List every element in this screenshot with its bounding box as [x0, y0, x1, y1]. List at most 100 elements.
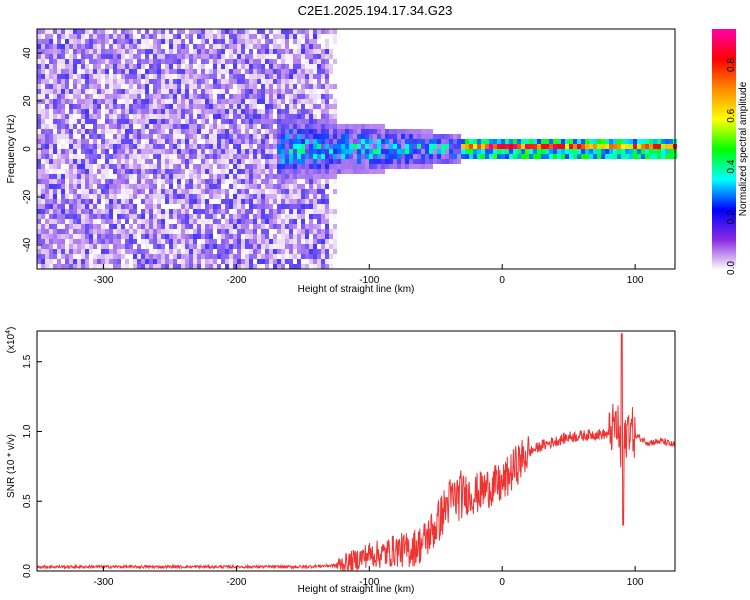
spectrogram-cell [213, 114, 217, 119]
spectrogram-cell [289, 224, 293, 229]
spectrogram-cell [301, 89, 305, 94]
spectrogram-cell [97, 264, 101, 269]
spectrogram-cell [273, 234, 277, 239]
spectrogram-cell [477, 144, 481, 149]
spectrogram-cell [237, 159, 241, 164]
spectrogram-cell [129, 239, 133, 244]
spectrogram-cell [101, 59, 105, 64]
spectrogram-cell [137, 129, 141, 134]
spectrogram-cell [377, 144, 381, 149]
spectrogram-cell [145, 144, 149, 149]
spectrogram-cell [189, 74, 193, 79]
spectrogram-cell [45, 184, 49, 189]
y-tick-label: 0.0 [22, 564, 33, 578]
spectrogram-cell [37, 264, 41, 269]
spectrogram-cell [361, 149, 365, 154]
spectrogram-cell [73, 259, 77, 264]
spectrogram-cell [289, 59, 293, 64]
spectrogram-cell [633, 139, 637, 144]
colorbar-tick-label: 0.6 [726, 108, 737, 122]
spectrogram-cell [109, 219, 113, 224]
spectrogram-cell [601, 154, 605, 159]
spectrogram-cell [97, 54, 101, 59]
spectrogram-cell [137, 154, 141, 159]
spectrogram-cell [61, 199, 65, 204]
spectrogram-cell [121, 54, 125, 59]
spectrogram-cell [261, 174, 265, 179]
spectrogram-cell [177, 189, 181, 194]
spectrogram-cell [145, 84, 149, 89]
spectrogram-cell [81, 179, 85, 184]
spectrogram-cell [193, 169, 197, 174]
spectrogram-cell [253, 74, 257, 79]
spectrogram-cell [145, 99, 149, 104]
spectrogram-cell [457, 159, 461, 164]
spectrogram-cell [89, 84, 93, 89]
spectrogram-cell [117, 184, 121, 189]
spectrogram-cell [317, 164, 321, 169]
spectrogram-cell [289, 219, 293, 224]
spectrogram-cell [49, 224, 53, 229]
spectrogram-cell [305, 189, 309, 194]
spectrogram-cell [325, 69, 329, 74]
spectrogram-cell [313, 64, 317, 69]
spectrogram-cell [213, 239, 217, 244]
spectrogram-cell [329, 119, 333, 124]
spectrogram-cell [65, 69, 69, 74]
spectrogram-cell [161, 169, 165, 174]
spectrogram-cell [237, 89, 241, 94]
spectrogram-cell [173, 79, 177, 84]
spectrogram-cell [217, 59, 221, 64]
spectrogram-cell [125, 124, 129, 129]
spectrogram-cell [165, 94, 169, 99]
spectrogram-cell [121, 129, 125, 134]
spectrogram-cell [61, 184, 65, 189]
spectrogram-cell [241, 89, 245, 94]
spectrogram-cell [145, 44, 149, 49]
spectrogram-cell [277, 94, 281, 99]
spectrogram-cell [73, 104, 77, 109]
spectrogram-cell [149, 214, 153, 219]
spectrogram-cell [309, 219, 313, 224]
spectrogram-cell [105, 99, 109, 104]
spectrogram-cell [85, 84, 89, 89]
spectrogram-cell [37, 59, 41, 64]
spectrogram-cell [329, 54, 333, 59]
spectrogram-cell [105, 29, 109, 34]
spectrogram-cell [169, 64, 173, 69]
spectrogram-cell [61, 34, 65, 39]
spectrogram-cell [637, 149, 641, 154]
spectrogram-cell [221, 89, 225, 94]
spectrogram-cell [49, 54, 53, 59]
spectrogram-cell [85, 114, 89, 119]
spectrogram-cell [129, 94, 133, 99]
spectrogram-cell [37, 179, 41, 184]
spectrogram-cell [277, 184, 281, 189]
spectrogram-cell [49, 189, 53, 194]
spectrogram-cell [57, 229, 61, 234]
spectrogram-cell [589, 154, 593, 159]
spectrogram-cell [233, 204, 237, 209]
spectrogram-cell [153, 154, 157, 159]
spectrogram-cell [253, 199, 257, 204]
spectrogram-cell [173, 259, 177, 264]
spectrogram-cell [177, 129, 181, 134]
spectrogram-cell [41, 259, 45, 264]
spectrogram-cell [345, 139, 349, 144]
spectrogram-cell [125, 229, 129, 234]
spectrogram-cell [257, 134, 261, 139]
spectrogram-cell [293, 59, 297, 64]
spectrogram-cell [181, 189, 185, 194]
spectrogram-cell [181, 209, 185, 214]
spectrogram-cell [161, 229, 165, 234]
spectrogram-cell [189, 89, 193, 94]
spectrogram-cell [85, 164, 89, 169]
spectrogram-cell [537, 154, 541, 159]
spectrogram-cell [281, 59, 285, 64]
spectrogram-cell [297, 259, 301, 264]
spectrogram-cell [141, 159, 145, 164]
spectrogram-cell [269, 194, 273, 199]
spectrogram-cell [57, 104, 61, 109]
spectrogram-cell [249, 39, 253, 44]
spectrogram-cell [113, 34, 117, 39]
